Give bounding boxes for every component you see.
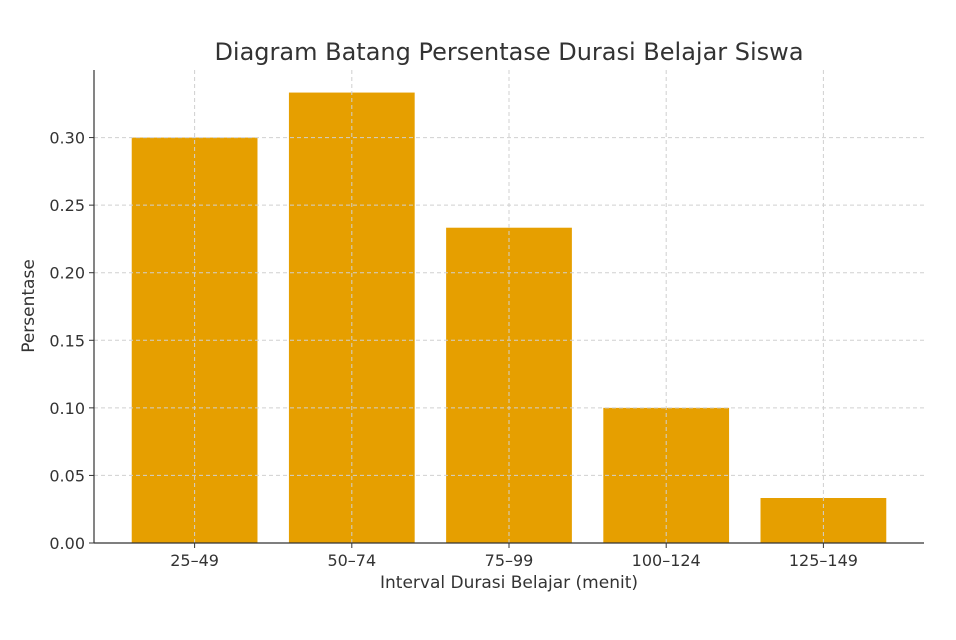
- chart-title: Diagram Batang Persentase Durasi Belajar…: [214, 38, 803, 66]
- y-tick-label: 0.20: [49, 264, 85, 283]
- y-axis-label: Persentase: [19, 259, 39, 353]
- x-tick-label: 125–149: [789, 551, 858, 570]
- y-tick-label: 0.15: [49, 331, 85, 350]
- x-tick-label: 100–124: [632, 551, 701, 570]
- y-tick-label: 0.30: [49, 129, 85, 148]
- y-tick-label: 0.10: [49, 399, 85, 418]
- x-tick-label: 75–99: [485, 551, 534, 570]
- y-tick-label: 0.05: [49, 466, 85, 485]
- y-tick-label: 0.00: [49, 534, 85, 553]
- x-tick-label: 25–49: [170, 551, 219, 570]
- x-tick-label: 50–74: [327, 551, 376, 570]
- axes: [89, 70, 924, 548]
- tick-labels: 0.00 0.05 0.10 0.15 0.20 0.25 0.30 25–49 50–74 75…: [49, 129, 858, 570]
- x-axis-label: Interval Durasi Belajar (menit): [380, 573, 638, 593]
- y-tick-label: 0.25: [49, 196, 85, 215]
